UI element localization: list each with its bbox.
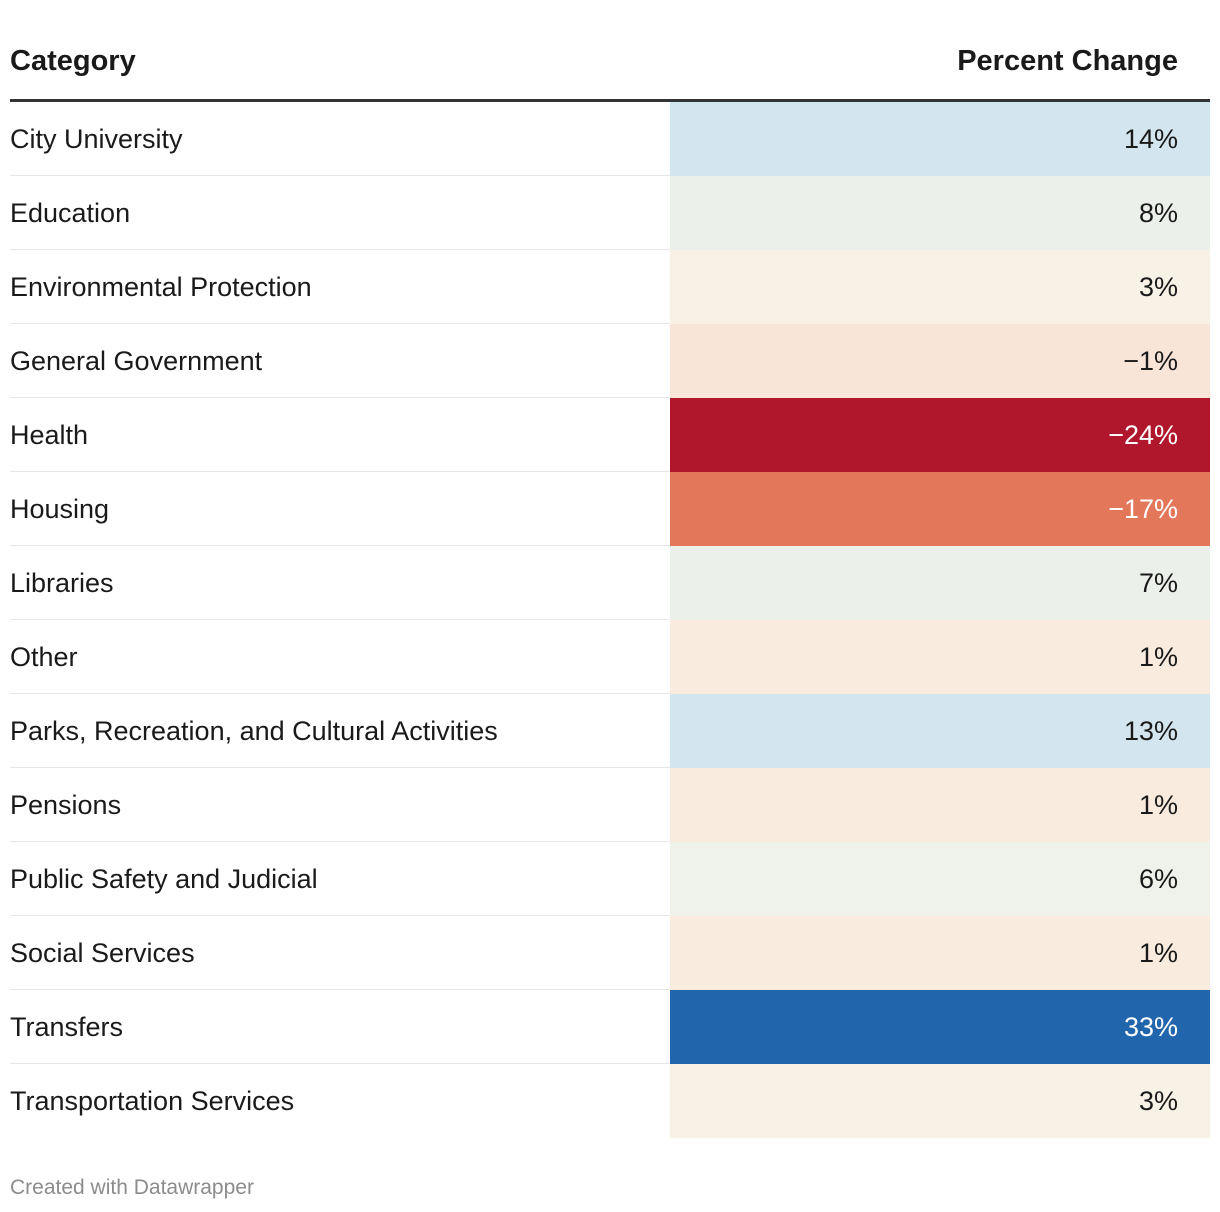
percent-change-cell: 13% [670, 694, 1210, 768]
percent-change-cell: 1% [670, 768, 1210, 842]
category-cell: Transportation Services [10, 1086, 295, 1116]
table-row: Pensions 1% [10, 768, 1210, 842]
row-divider [10, 397, 670, 398]
row-divider [10, 175, 670, 176]
percent-change-cell: 3% [670, 1064, 1210, 1138]
row-divider [10, 841, 670, 842]
category-cell: City University [10, 124, 183, 154]
percent-change-cell: −1% [670, 324, 1210, 398]
row-divider [10, 767, 670, 768]
table-row: General Government −1% [10, 324, 1210, 398]
percent-change-cell: 6% [670, 842, 1210, 916]
percent-change-cell: 1% [670, 916, 1210, 990]
category-cell: Education [10, 198, 131, 228]
row-divider [10, 323, 670, 324]
percent-change-cell: 33% [670, 990, 1210, 1064]
category-cell: Parks, Recreation, and Cultural Activiti… [10, 716, 498, 746]
datawrapper-credit: Created with Datawrapper [10, 1176, 254, 1199]
table-row: Health −24% [10, 398, 1210, 472]
category-cell: Libraries [10, 568, 114, 598]
table-row: Transfers 33% [10, 990, 1210, 1064]
row-divider [10, 545, 670, 546]
row-divider [10, 249, 670, 250]
table-row: Libraries 7% [10, 546, 1210, 620]
category-cell: Transfers [10, 1012, 124, 1042]
percent-change-cell: −24% [670, 398, 1210, 472]
percent-change-cell: 8% [670, 176, 1210, 250]
category-cell: General Government [10, 346, 263, 376]
percent-change-cell: −17% [670, 472, 1210, 546]
row-divider [10, 693, 670, 694]
row-divider [10, 915, 670, 916]
percent-change-cell: 14% [670, 102, 1210, 176]
table-header: Category Percent Change [10, 0, 1210, 102]
column-header-percent-change[interactable]: Percent Change [957, 45, 1178, 77]
table-body: City University 14% Education 8% Environment… [10, 102, 1210, 1138]
column-header-category[interactable]: Category [10, 45, 136, 77]
table-row: Environmental Protection 3% [10, 250, 1210, 324]
row-divider [10, 619, 670, 620]
table-row: Transportation Services 3% [10, 1064, 1210, 1138]
category-cell: Health [10, 420, 89, 450]
table-row: Public Safety and Judicial 6% [10, 842, 1210, 916]
table-row: Other 1% [10, 620, 1210, 694]
percent-change-cell: 3% [670, 250, 1210, 324]
category-cell: Social Services [10, 938, 195, 968]
percent-change-cell: 7% [670, 546, 1210, 620]
category-cell: Environmental Protection [10, 272, 312, 302]
table-row: Parks, Recreation, and Cultural Activiti… [10, 694, 1210, 768]
table-row: City University 14% [10, 102, 1210, 176]
table-row: Housing −17% [10, 472, 1210, 546]
data-table: Category Percent Change City University 1… [10, 0, 1210, 1138]
table-row: Education 8% [10, 176, 1210, 250]
row-divider [10, 989, 670, 990]
row-divider [10, 471, 670, 472]
category-cell: Housing [10, 494, 110, 524]
percent-change-cell: 1% [670, 620, 1210, 694]
category-cell: Public Safety and Judicial [10, 864, 318, 894]
category-cell: Pensions [10, 790, 122, 820]
table-row: Social Services 1% [10, 916, 1210, 990]
row-divider [10, 1063, 670, 1064]
category-cell: Other [10, 642, 78, 672]
